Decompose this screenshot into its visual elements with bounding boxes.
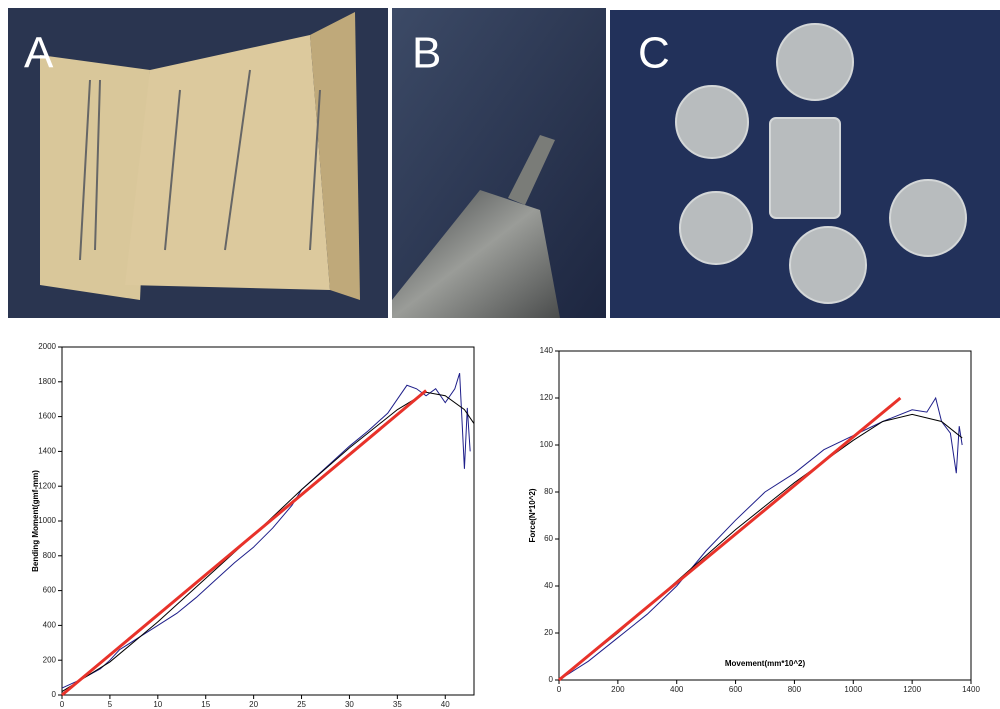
y-tick-label: 120 (540, 393, 554, 402)
x-tick-label: 35 (393, 700, 402, 709)
data-line (559, 398, 900, 680)
data-line (62, 391, 426, 696)
x-tick-label: 200 (611, 685, 625, 694)
x-tick-label: 5 (108, 700, 113, 709)
x-tick-label: 30 (345, 700, 354, 709)
y-tick-label: 100 (540, 440, 554, 449)
y-tick-label: 60 (544, 534, 553, 543)
data-line (559, 414, 962, 680)
x-axis-label: Movement(mm*10^2) (725, 659, 806, 668)
y-tick-label: 800 (43, 551, 57, 560)
x-tick-label: 20 (249, 700, 258, 709)
panel-label: C (638, 29, 670, 78)
photo-b: B (392, 8, 606, 318)
x-tick-label: 600 (729, 685, 743, 694)
data-line (559, 398, 962, 680)
figure: A B C 0200400600800100012001400160018002… (0, 0, 1000, 709)
y-tick-label: 2000 (38, 342, 56, 351)
panel-label: A (24, 29, 54, 78)
y-axis-label: Force(N*10^2) (528, 488, 537, 542)
x-tick-label: 0 (60, 700, 65, 709)
y-tick-label: 140 (540, 346, 554, 355)
y-tick-label: 200 (43, 655, 57, 664)
y-tick-label: 1800 (38, 377, 56, 386)
y-tick-label: 1400 (38, 447, 56, 456)
x-tick-label: 1200 (903, 685, 921, 694)
y-tick-label: 40 (544, 581, 553, 590)
y-tick-label: 80 (544, 487, 553, 496)
y-tick-label: 400 (43, 621, 57, 630)
y-tick-label: 1600 (38, 412, 56, 421)
x-tick-label: 1000 (844, 685, 862, 694)
x-tick-label: 25 (297, 700, 306, 709)
x-tick-label: 400 (670, 685, 684, 694)
photo-c: C (610, 10, 1000, 318)
y-tick-label: 600 (43, 586, 57, 595)
x-tick-label: 0 (557, 685, 562, 694)
photo-a: A (8, 8, 388, 318)
y-tick-label: 0 (549, 675, 554, 684)
y-tick-label: 1200 (38, 481, 56, 490)
y-axis-label: Bending Moment(gmf-mm) (31, 470, 40, 572)
y-tick-label: 1000 (38, 516, 56, 525)
x-tick-label: 1400 (962, 685, 980, 694)
x-tick-label: 40 (441, 700, 450, 709)
panel-label: B (412, 29, 441, 78)
x-tick-label: 15 (201, 700, 210, 709)
y-tick-label: 20 (544, 628, 553, 637)
data-line (62, 373, 470, 688)
x-tick-label: 800 (788, 685, 802, 694)
x-tick-label: 10 (153, 700, 162, 709)
y-tick-label: 0 (52, 690, 57, 699)
